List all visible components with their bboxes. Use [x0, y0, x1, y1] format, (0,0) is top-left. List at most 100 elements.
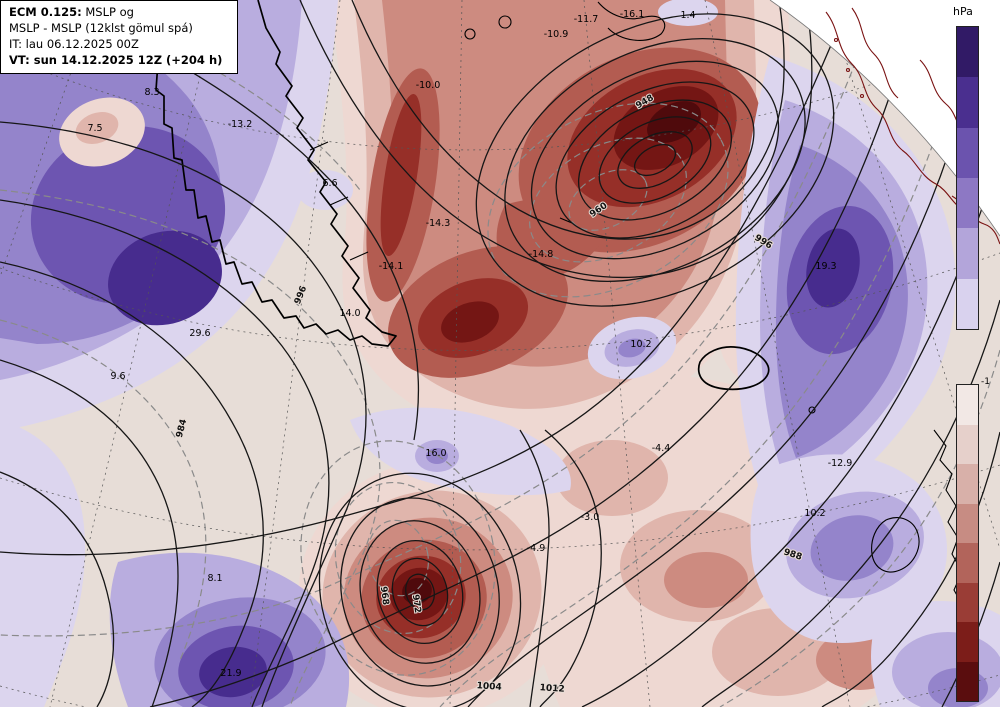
- colorbar-segment: [957, 278, 978, 329]
- old-isobar-line: [367, 519, 429, 597]
- extremum-value-label: 16.0: [425, 448, 446, 459]
- extremum-value-label: -3.0: [581, 512, 600, 523]
- old-isobar-line: [300, 440, 496, 676]
- jan-mayen-coastline: [559, 217, 573, 224]
- shading-region: [380, 93, 422, 257]
- extremum-value-label: 1.4: [680, 10, 695, 21]
- island-outline: [845, 67, 851, 73]
- colorbar-segment: [957, 661, 978, 701]
- extremum-value-label: -4.9: [527, 543, 546, 554]
- island-outline: [833, 37, 839, 43]
- old-isobar-line: [529, 137, 687, 263]
- coastline-layer: [147, 0, 965, 625]
- isobar-line: [555, 81, 755, 239]
- isobar-value-label: 1004: [476, 681, 502, 693]
- extremum-value-label: -10.0: [416, 80, 441, 91]
- isobar-line: [405, 573, 435, 611]
- colorbar-segment: [957, 582, 978, 622]
- colorbar-negative: [956, 384, 979, 702]
- model-name: ECM 0.125:: [9, 5, 82, 19]
- faroe-islands-outline: [808, 406, 816, 414]
- isobar-line: [299, 0, 813, 279]
- isobar-line: [351, 0, 785, 240]
- shading-region: [402, 577, 432, 605]
- extremum-value-label: -13.2: [228, 119, 253, 130]
- isobar-line: [539, 429, 602, 707]
- extremum-value-label: 21.9: [220, 668, 241, 679]
- extremum-value-label: -14.3: [426, 218, 451, 229]
- shading-region: [810, 515, 894, 581]
- fjord-line: [329, 196, 349, 206]
- iceland-coastline: [697, 346, 770, 391]
- extremum-value-label: -10.9: [544, 29, 569, 40]
- shading-region: [556, 440, 668, 516]
- graticule-line: [0, 464, 1000, 551]
- isobar-line: [0, 121, 367, 707]
- fjord-line: [349, 251, 369, 261]
- shading-region: [75, 112, 119, 144]
- wedge-fill: [770, 0, 1000, 236]
- isobar-value-label: 972: [410, 594, 423, 614]
- isobar-line: [519, 429, 550, 707]
- old-isobar-line: [334, 481, 462, 635]
- legend-box: ECM 0.125: MSLP og MSLP - MSLP (12klst g…: [0, 0, 238, 74]
- isobar-value-label: 1012: [539, 683, 565, 695]
- colorbar-negative-top-label: -1: [981, 377, 990, 387]
- colorbar-segment: [957, 27, 978, 78]
- extremum-value-label: 10.2: [804, 508, 825, 519]
- isobar-line: [530, 60, 780, 260]
- old-isobar-line: [0, 319, 207, 661]
- graticule-line: [449, 0, 463, 707]
- isobar-line: [391, 557, 449, 627]
- legend-line-1: ECM 0.125: MSLP og: [9, 4, 229, 20]
- extremum-value-label: -16.1: [620, 9, 645, 20]
- isobar-line: [617, 131, 693, 189]
- extremum-value-label: -11.7: [574, 14, 599, 25]
- graticule-line: [49, 0, 219, 707]
- shading-region: [199, 646, 267, 698]
- isobar-line: [0, 199, 330, 707]
- extremum-value-label: 9.6: [110, 371, 125, 382]
- colorbar-segment: [957, 503, 978, 543]
- extremum-value-label: -12.9: [828, 458, 853, 469]
- colorbar-positive: [956, 26, 979, 330]
- greenland-coastline: [147, 0, 397, 347]
- extremum-value-label: 6.6: [322, 178, 337, 189]
- colorbar-segment: [957, 228, 978, 279]
- isobar-line: [0, 359, 179, 707]
- graticule-line: [583, 0, 651, 707]
- old-isobar-line: [0, 0, 881, 637]
- extremum-value-label: 7.5: [87, 123, 102, 134]
- isobar-line: [504, 37, 806, 283]
- island-outline: [859, 93, 865, 99]
- old-isobar-line: [439, 59, 961, 707]
- legend-line-3-init-time: IT: lau 06.12.2025 00Z: [9, 37, 139, 51]
- isobar-value-label: 968: [378, 586, 391, 606]
- legend-line-2: MSLP - MSLP (12klst gömul spá): [9, 21, 193, 35]
- isobar-line: [821, 431, 1000, 707]
- isobar-line: [318, 472, 522, 707]
- svalbard-coastline: [597, 1, 666, 41]
- isobar-line: [467, 39, 981, 707]
- britain-coastline: [933, 429, 965, 625]
- colorbar-segment: [957, 127, 978, 178]
- isobar-line: [0, 471, 115, 707]
- colorbar-segment: [957, 543, 978, 583]
- fjord-line: [309, 141, 329, 151]
- island-outline: [498, 15, 512, 29]
- colorbar-segment: [957, 424, 978, 464]
- isobar-line: [359, 520, 481, 664]
- old-isobar-line: [568, 169, 648, 231]
- norway-coastline: [825, 11, 903, 151]
- shading-region: [108, 230, 222, 326]
- colorbar-segment: [957, 177, 978, 229]
- extremum-value-label: 14.0: [339, 308, 360, 319]
- isobar-line: [149, 0, 921, 707]
- island-outline: [464, 28, 476, 40]
- extremum-value-label: 8.1: [207, 573, 222, 584]
- shading-region: [664, 552, 748, 608]
- colorbar-segment: [957, 385, 978, 425]
- norway-coastline: [851, 7, 899, 99]
